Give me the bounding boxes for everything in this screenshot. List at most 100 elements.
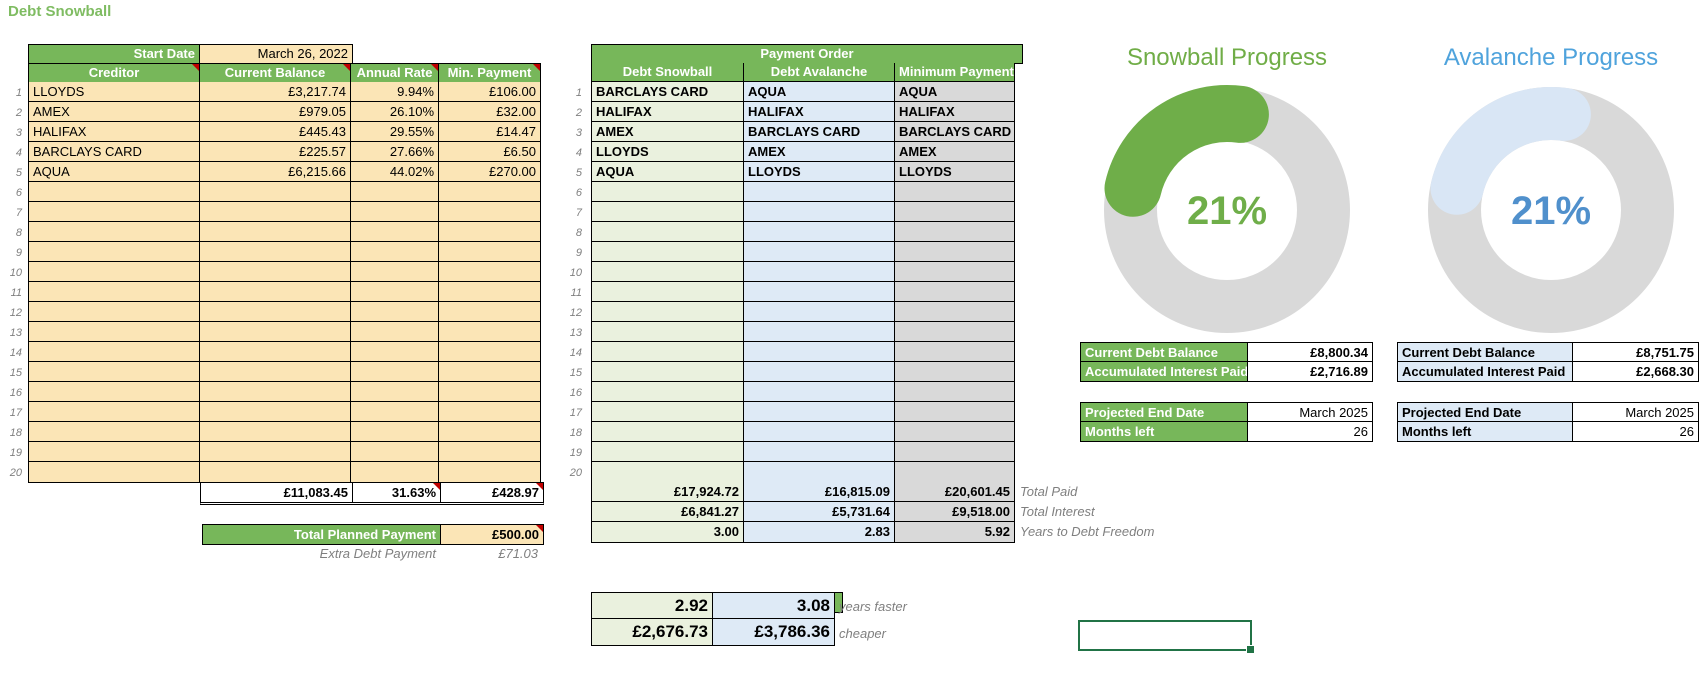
min-payment-cell[interactable]: [439, 342, 540, 362]
balance-cell[interactable]: [200, 362, 351, 382]
balance-cell[interactable]: [200, 222, 351, 242]
avalanche-order-cell[interactable]: [744, 302, 895, 322]
balance-cell[interactable]: £445.43: [200, 122, 351, 142]
rate-cell[interactable]: 29.55%: [351, 122, 439, 142]
snowball-order-cell[interactable]: [592, 222, 744, 242]
avalanche-interest-label[interactable]: Accumulated Interest Paid: [1398, 362, 1573, 381]
min-payment-cell[interactable]: [439, 362, 540, 382]
min-payment-cell[interactable]: [439, 202, 540, 222]
avalanche-order-cell[interactable]: [744, 322, 895, 342]
creditor-cell[interactable]: [29, 322, 200, 342]
start-date-value[interactable]: March 26, 2022: [200, 45, 352, 63]
minimum-order-cell[interactable]: HALIFAX: [895, 102, 1014, 122]
minimum-order-cell[interactable]: [895, 202, 1014, 222]
creditor-cell[interactable]: HALIFAX: [29, 122, 200, 142]
min-payment-cell[interactable]: [439, 462, 540, 482]
minimum-order-cell[interactable]: [895, 222, 1014, 242]
rate-cell[interactable]: [351, 442, 439, 462]
min-payment-cell[interactable]: [439, 382, 540, 402]
avalanche-order-cell[interactable]: [744, 382, 895, 402]
rate-cell[interactable]: 44.02%: [351, 162, 439, 182]
snowball-order-cell[interactable]: LLOYDS: [592, 142, 744, 162]
rate-cell[interactable]: 26.10%: [351, 102, 439, 122]
rate-cell[interactable]: [351, 462, 439, 482]
minimum-order-cell[interactable]: [895, 182, 1014, 202]
planned-payment-label[interactable]: Total Planned Payment: [203, 525, 441, 544]
balance-cell[interactable]: [200, 322, 351, 342]
comparison-avalanche-cell[interactable]: £3,786.36: [713, 619, 834, 645]
rate-cell[interactable]: [351, 322, 439, 342]
balance-cell[interactable]: [200, 382, 351, 402]
avalanche-order-cell[interactable]: [744, 222, 895, 242]
snowball-months-left-label[interactable]: Months left: [1081, 422, 1248, 441]
avalanche-order-cell[interactable]: AMEX: [744, 142, 895, 162]
avalanche-interest-value[interactable]: £2,668.30: [1573, 362, 1698, 381]
snowball-total-cell[interactable]: £6,841.27: [592, 502, 744, 522]
balance-cell[interactable]: £979.05: [200, 102, 351, 122]
planned-payment-value[interactable]: £500.00: [441, 525, 543, 544]
avalanche-order-cell[interactable]: [744, 462, 895, 482]
min-payment-cell[interactable]: [439, 442, 540, 462]
min-payment-header[interactable]: Min. Payment: [439, 64, 540, 82]
creditor-cell[interactable]: [29, 222, 200, 242]
minimum-total-cell[interactable]: 5.92: [895, 522, 1014, 542]
avalanche-order-cell[interactable]: [744, 202, 895, 222]
comparison-row-label[interactable]: years faster: [839, 599, 907, 614]
min-payment-cell[interactable]: [439, 262, 540, 282]
minimum-order-cell[interactable]: [895, 322, 1014, 342]
snowball-donut-chart[interactable]: [1092, 75, 1362, 345]
minimum-total-cell[interactable]: £9,518.00: [895, 502, 1014, 522]
avalanche-order-cell[interactable]: [744, 242, 895, 262]
avalanche-total-cell[interactable]: £16,815.09: [744, 482, 895, 502]
balance-cell[interactable]: £6,215.66: [200, 162, 351, 182]
totals-row-label[interactable]: Total Paid: [1020, 484, 1078, 499]
creditor-header[interactable]: Creditor: [29, 64, 200, 82]
snowball-order-cell[interactable]: [592, 362, 744, 382]
avalanche-months-left-label[interactable]: Months left: [1398, 422, 1573, 441]
total-rate-cell[interactable]: 31.63%: [353, 483, 441, 502]
creditor-cell[interactable]: [29, 462, 200, 482]
totals-row-label[interactable]: Years to Debt Freedom: [1020, 524, 1155, 539]
avalanche-donut-chart[interactable]: [1416, 75, 1686, 345]
min-payment-cell[interactable]: [439, 302, 540, 322]
snowball-balance-value[interactable]: £8,800.34: [1248, 343, 1372, 362]
totals-row-label[interactable]: Total Interest: [1020, 504, 1095, 519]
extra-payment-value[interactable]: £71.03: [498, 546, 538, 561]
fill-handle[interactable]: [1246, 645, 1255, 654]
rate-cell[interactable]: [351, 342, 439, 362]
total-balance-cell[interactable]: £11,083.45: [201, 483, 353, 502]
rate-cell[interactable]: [351, 422, 439, 442]
snowball-interest-value[interactable]: £2,716.89: [1248, 362, 1372, 381]
snowball-order-cell[interactable]: [592, 262, 744, 282]
min-payment-cell[interactable]: [439, 322, 540, 342]
avalanche-order-cell[interactable]: BARCLAYS CARD: [744, 122, 895, 142]
snowball-order-cell[interactable]: BARCLAYS CARD: [592, 82, 744, 102]
creditor-cell[interactable]: [29, 362, 200, 382]
rate-cell[interactable]: [351, 362, 439, 382]
min-payment-cell[interactable]: £6.50: [439, 142, 540, 162]
balance-cell[interactable]: [200, 422, 351, 442]
extra-payment-label[interactable]: Extra Debt Payment: [319, 546, 436, 561]
snowball-order-cell[interactable]: [592, 182, 744, 202]
rate-cell[interactable]: 9.94%: [351, 82, 439, 102]
snowball-order-cell[interactable]: HALIFAX: [592, 102, 744, 122]
avalanche-months-left-value[interactable]: 26: [1573, 422, 1698, 441]
minimum-order-cell[interactable]: [895, 382, 1014, 402]
min-payment-cell[interactable]: [439, 182, 540, 202]
avalanche-balance-label[interactable]: Current Debt Balance: [1398, 343, 1573, 362]
balance-cell[interactable]: [200, 342, 351, 362]
creditor-cell[interactable]: [29, 282, 200, 302]
minimum-payment-header[interactable]: Minimum Payment: [895, 63, 1014, 81]
rate-cell[interactable]: [351, 242, 439, 262]
creditor-cell[interactable]: [29, 422, 200, 442]
balance-cell[interactable]: [200, 442, 351, 462]
selected-cell-outline[interactable]: [1078, 620, 1255, 654]
rate-cell[interactable]: [351, 302, 439, 322]
avalanche-order-cell[interactable]: [744, 442, 895, 462]
payment-order-title[interactable]: Payment Order: [591, 44, 1023, 64]
min-payment-cell[interactable]: [439, 422, 540, 442]
rate-cell[interactable]: [351, 382, 439, 402]
creditor-cell[interactable]: [29, 342, 200, 362]
balance-cell[interactable]: [200, 402, 351, 422]
snowball-months-left-value[interactable]: 26: [1248, 422, 1372, 441]
